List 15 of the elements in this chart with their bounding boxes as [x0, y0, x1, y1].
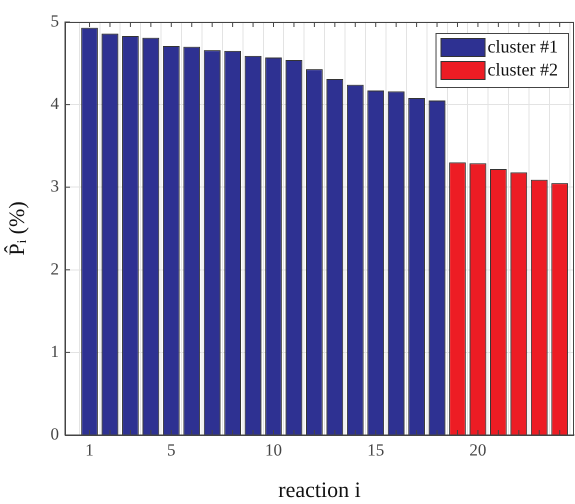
y-tick-label: 2 — [50, 259, 59, 278]
x-tick-label: 20 — [469, 440, 486, 460]
y-tick-label: 1 — [50, 342, 59, 361]
x-tick-label: 10 — [265, 440, 282, 460]
legend-label: cluster #1 — [488, 36, 558, 57]
y-tick-label: 3 — [50, 176, 59, 196]
x-tick-label: 15 — [367, 440, 384, 460]
x-tick-label: 5 — [167, 440, 176, 460]
x-axis-title: reaction i — [278, 477, 361, 502]
y-axis-title: P̂ᵢ (%) — [4, 201, 29, 256]
legend-label: cluster #2 — [488, 60, 558, 80]
x-tick-label: 1 — [85, 440, 94, 460]
y-tick-label: 5 — [50, 11, 59, 30]
y-tick-label: 4 — [50, 94, 60, 114]
y-tick-label: 0 — [50, 424, 59, 444]
